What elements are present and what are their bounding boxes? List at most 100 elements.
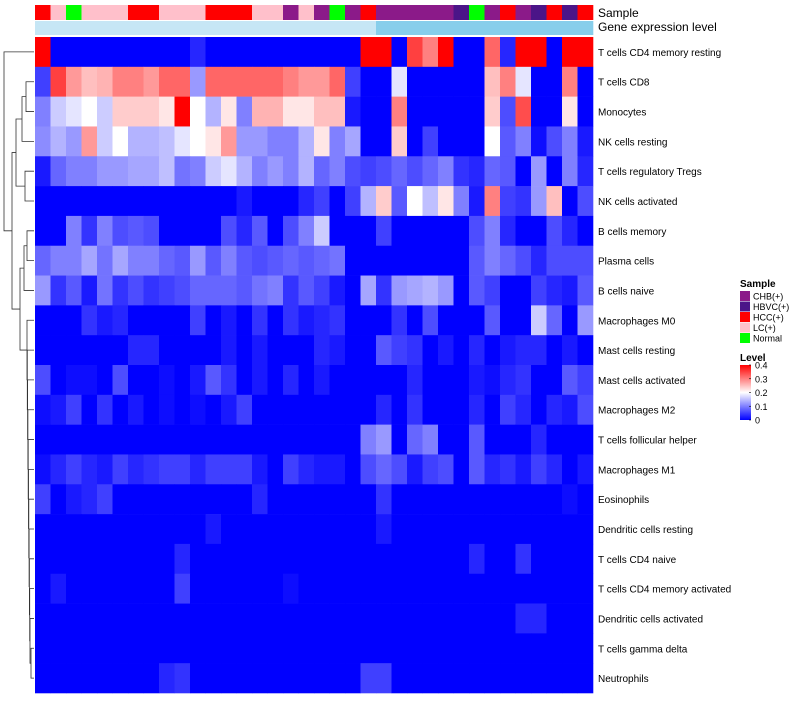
heatmap-cell — [174, 573, 191, 604]
heatmap-cell — [97, 394, 113, 425]
heatmap-cell — [112, 335, 129, 366]
heatmap-cell — [143, 365, 160, 396]
heatmap-cell — [267, 186, 284, 217]
heatmap-cell — [283, 335, 299, 366]
heatmap-cell — [515, 394, 532, 425]
heatmap-cell — [81, 275, 98, 306]
heatmap-cell — [391, 186, 408, 217]
expression-annotation-cell — [252, 21, 268, 35]
heatmap-cell — [531, 156, 547, 187]
heatmap-cell — [205, 424, 222, 455]
heatmap-cell — [81, 573, 98, 604]
dendrogram-branch — [19, 267, 27, 351]
dendrogram-branch — [15, 118, 25, 187]
heatmap-cell — [360, 573, 377, 604]
heatmap-cell — [407, 335, 423, 366]
sample-annotation-cell — [360, 5, 377, 20]
sample-legend-label: LC(+) — [753, 323, 776, 333]
heatmap-cell — [329, 37, 346, 68]
heatmap-cell — [546, 484, 563, 515]
heatmap-cell — [360, 96, 377, 127]
heatmap-cell — [345, 156, 361, 187]
heatmap-cell — [469, 663, 485, 694]
heatmap-cell — [236, 156, 253, 187]
heatmap-cell — [484, 275, 501, 306]
heatmap-cell — [515, 424, 532, 455]
expression-annotation-cell — [35, 21, 51, 35]
heatmap-cell — [81, 245, 98, 276]
heatmap-cell — [577, 663, 594, 694]
heatmap-cell — [376, 424, 392, 455]
heatmap-cell — [112, 186, 129, 217]
heatmap-cell — [376, 66, 392, 97]
heatmap-cell — [438, 663, 454, 694]
sample-legend: Sample CHB(+)HBVC(+)HCC(+)LC(+)Normal — [740, 279, 789, 344]
sample-annotation-cell — [329, 5, 346, 20]
heatmap-cell — [407, 543, 423, 575]
heatmap-cell — [360, 305, 377, 336]
expression-annotation-cell — [531, 21, 547, 35]
heatmap-cell — [236, 633, 253, 664]
heatmap-cell — [531, 603, 547, 634]
heatmap-cell — [298, 365, 315, 396]
heatmap-cell — [314, 663, 330, 694]
heatmap-cell — [143, 96, 160, 127]
heatmap-cell — [81, 156, 98, 187]
heatmap-cell — [159, 603, 175, 634]
heatmap-cell — [329, 394, 346, 425]
heatmap-cell — [190, 603, 206, 634]
heatmap-cell — [469, 305, 485, 336]
level-legend-tick-label: 0.4 — [755, 361, 768, 371]
heatmap-cell — [376, 514, 392, 545]
heatmap-cell — [298, 543, 315, 575]
sample-annotation-cell — [438, 5, 454, 20]
heatmap-cell — [252, 126, 268, 157]
heatmap-cell — [562, 514, 578, 545]
dendrogram-branch — [28, 528, 34, 588]
heatmap-cell — [174, 543, 191, 575]
heatmap-cell — [159, 66, 175, 97]
heatmap-cell — [453, 275, 470, 306]
heatmap-cell — [267, 305, 284, 336]
heatmap-cell — [128, 543, 144, 575]
heatmap-cell — [438, 365, 454, 396]
heatmap-cell — [35, 186, 51, 217]
heatmap-cell — [159, 305, 175, 336]
sample-annotation-cell — [562, 5, 578, 20]
heatmap-cell — [50, 603, 67, 634]
heatmap-cell — [267, 365, 284, 396]
heatmap-cell — [221, 305, 237, 336]
heatmap-cell — [515, 66, 532, 97]
heatmap-cell — [221, 275, 237, 306]
heatmap-cell — [267, 603, 284, 634]
heatmap-cell — [515, 484, 532, 515]
heatmap-cell — [128, 335, 144, 366]
heatmap-cell — [283, 603, 299, 634]
heatmap-cell — [376, 454, 392, 485]
expression-annotation-cell — [469, 21, 485, 35]
heatmap-cell — [159, 633, 175, 664]
heatmap-cell — [221, 663, 237, 694]
heatmap-cell — [407, 245, 423, 276]
heatmap-cell — [267, 245, 284, 276]
row-label: T cells CD4 memory activated — [598, 585, 731, 596]
heatmap-cell — [81, 186, 98, 217]
sample-legend-label: CHB(+) — [753, 292, 783, 302]
heatmap-cell — [190, 305, 206, 336]
sample-annotation-cell — [453, 5, 470, 20]
heatmap-cell — [81, 66, 98, 97]
heatmap-cell — [128, 573, 144, 604]
expression-annotation-cell — [453, 21, 470, 35]
heatmap-cell — [391, 633, 408, 664]
heatmap-cell — [577, 245, 594, 276]
heatmap-cell — [236, 186, 253, 217]
sample-annotation-cell — [515, 5, 532, 20]
heatmap-cell — [112, 514, 129, 545]
heatmap-cell — [453, 96, 470, 127]
heatmap-cell — [66, 633, 82, 664]
heatmap-cell — [128, 37, 144, 68]
heatmap-cell — [283, 365, 299, 396]
row-label: Macrophages M0 — [598, 316, 676, 327]
heatmap-cell — [531, 573, 547, 604]
heatmap-cell — [376, 365, 392, 396]
